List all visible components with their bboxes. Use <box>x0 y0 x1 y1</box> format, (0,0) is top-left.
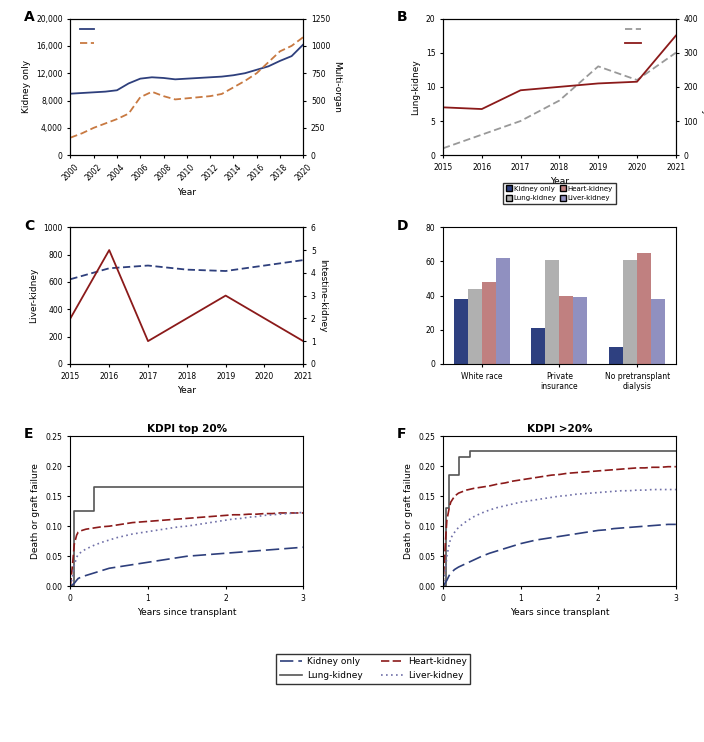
Bar <box>609 347 623 364</box>
Title: KDPI top 20%: KDPI top 20% <box>146 424 227 434</box>
Legend: Kidney only, Lung-kidney, Heart-kidney, Liver-kidney: Kidney only, Lung-kidney, Heart-kidney, … <box>503 183 616 204</box>
Bar <box>574 298 587 364</box>
X-axis label: Year: Year <box>177 188 196 197</box>
Y-axis label: Kidney only: Kidney only <box>22 60 30 114</box>
Y-axis label: Death or graft failure: Death or graft failure <box>31 463 40 559</box>
Y-axis label: Liver-kidney: Liver-kidney <box>29 268 38 324</box>
Text: B: B <box>396 10 407 24</box>
Title: KDPI >20%: KDPI >20% <box>527 424 592 434</box>
Text: F: F <box>396 427 406 441</box>
Bar <box>467 289 482 364</box>
Text: E: E <box>24 427 33 441</box>
Bar <box>546 260 560 364</box>
Bar <box>651 299 665 364</box>
Text: C: C <box>24 219 34 233</box>
Y-axis label: Heart-kidney: Heart-kidney <box>700 57 704 116</box>
X-axis label: Year: Year <box>550 177 569 186</box>
Y-axis label: Multi-organ: Multi-organ <box>332 61 341 113</box>
X-axis label: Years since transplant: Years since transplant <box>137 608 237 617</box>
Bar <box>532 328 546 364</box>
Bar <box>623 260 637 364</box>
Bar <box>453 299 467 364</box>
Y-axis label: Lung-kidney: Lung-kidney <box>411 59 420 115</box>
Bar <box>560 295 574 364</box>
Y-axis label: Intestine-kidney: Intestine-kidney <box>318 259 327 332</box>
X-axis label: Year: Year <box>177 386 196 395</box>
Text: A: A <box>24 10 34 24</box>
Text: D: D <box>396 219 408 233</box>
Legend: Kidney only, Lung-kidney, Heart-kidney, Liver-kidney: Kidney only, Lung-kidney, Heart-kidney, … <box>276 654 470 683</box>
X-axis label: Years since transplant: Years since transplant <box>510 608 609 617</box>
Y-axis label: Death or graft failure: Death or graft failure <box>404 463 413 559</box>
Bar <box>637 253 651 364</box>
Bar <box>482 282 496 364</box>
Bar <box>496 258 510 364</box>
